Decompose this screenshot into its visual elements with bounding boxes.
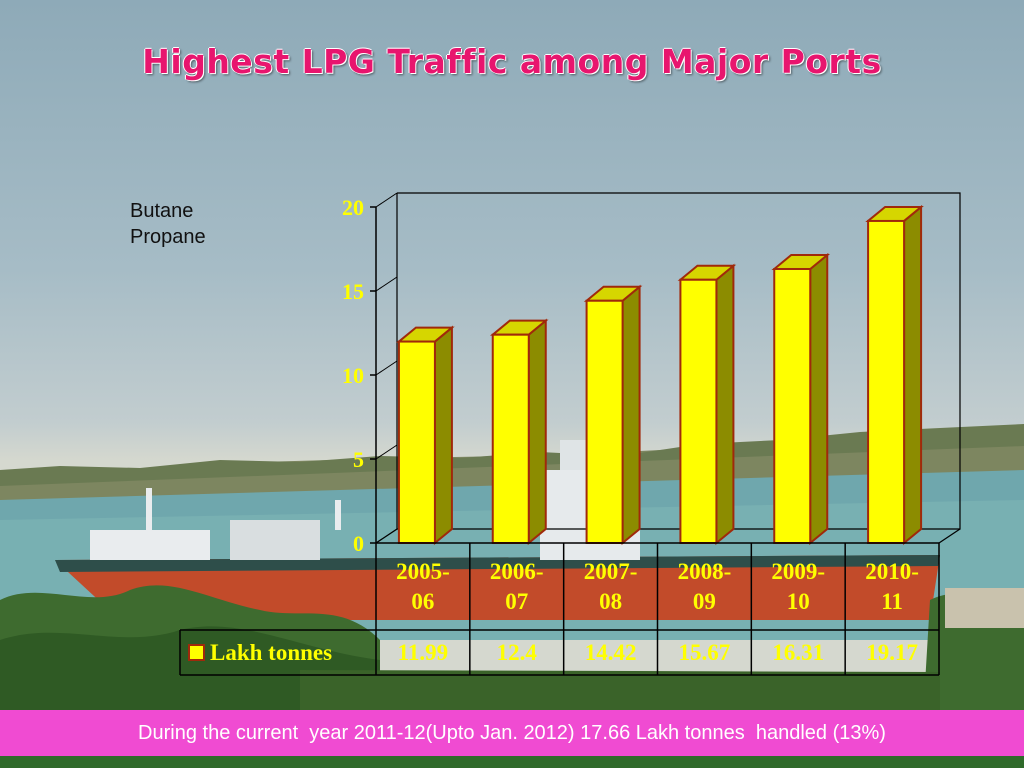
data-label: 12.4 (496, 639, 537, 665)
x-tick-label: 2006- 07 (489, 558, 544, 614)
data-label: 14.42 (584, 639, 637, 665)
footer-banner: During the current year 2011-12(Upto Jan… (0, 710, 1024, 756)
side-note-butane: Butane (130, 200, 194, 222)
x-tick-label: 2005- 06 (396, 558, 450, 614)
data-label: 19.17 (866, 639, 918, 665)
data-label: 11.99 (397, 639, 449, 665)
legend-swatch (188, 644, 205, 661)
data-label: 15.67 (678, 639, 731, 665)
slide-title: Highest LPG Traffic among Major Ports (142, 42, 882, 81)
legend-label: Lakh tonnes (210, 639, 333, 665)
x-tick-label: 2008- 09 (677, 558, 732, 614)
x-tick-label: 2009- 10 (771, 558, 826, 614)
side-note-propane: Propane (130, 226, 206, 248)
x-tick-label: 2007- 08 (583, 558, 638, 614)
side-note: Butane Propane (130, 198, 206, 250)
x-tick-label: 2010- 11 (865, 558, 919, 614)
data-label: 16.31 (772, 639, 825, 665)
footer-strip (0, 756, 1024, 768)
